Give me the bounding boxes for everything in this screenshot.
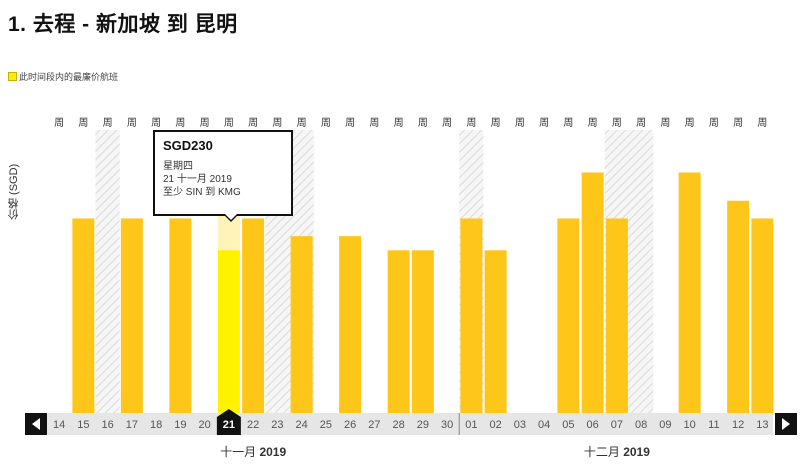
date-tick-label[interactable]: 29	[417, 419, 429, 431]
date-tick-label[interactable]: 09	[659, 419, 671, 431]
date-tick-label[interactable]: 22	[247, 419, 259, 431]
weekday-label: 周	[78, 117, 88, 129]
legend-swatch	[8, 72, 17, 81]
weekday-label: 周	[272, 117, 282, 129]
date-tick-label[interactable]: 23	[271, 419, 283, 431]
date-tick-label[interactable]: 11	[708, 419, 719, 431]
date-tick-label[interactable]: 13	[756, 419, 768, 431]
weekday-label: 周	[297, 117, 307, 129]
date-tick-label[interactable]: 04	[538, 419, 550, 431]
date-tick-label[interactable]: 10	[684, 419, 696, 431]
price-bar[interactable]	[72, 218, 95, 413]
weekday-label: 周	[685, 117, 695, 129]
date-tick-label[interactable]: 06	[587, 419, 599, 431]
date-tick-label[interactable]: 08	[635, 419, 647, 431]
weekday-label: 周	[248, 117, 258, 129]
date-tick-label[interactable]: 27	[368, 419, 380, 431]
month-label: 十一月 2019	[220, 445, 286, 459]
weekday-label: 周	[709, 117, 719, 129]
date-tick-label[interactable]: 16	[102, 419, 114, 431]
weekday-label: 周	[175, 117, 185, 129]
prev-week-button[interactable]	[25, 413, 47, 435]
weekday-label: 周	[660, 117, 670, 129]
weekday-label: 周	[200, 117, 210, 129]
weekday-label: 周	[369, 117, 379, 129]
weekday-label: 周	[127, 117, 137, 129]
price-bar[interactable]	[678, 172, 701, 413]
page-title: 1. 去程 - 新加坡 到 昆明	[8, 13, 238, 36]
month-label: 十二月 2019	[584, 445, 650, 459]
price-bar[interactable]	[411, 250, 434, 413]
weekday-label: 周	[321, 117, 331, 129]
weekend-shade	[95, 130, 120, 413]
weekend-shade	[629, 130, 654, 413]
weekday-label: 周	[515, 117, 525, 129]
date-tick-label[interactable]: 07	[611, 419, 623, 431]
price-bar[interactable]	[290, 236, 313, 413]
price-bar[interactable]	[605, 218, 628, 413]
price-bar[interactable]	[727, 200, 750, 413]
legend-label: 此时间段内的最廉价航班	[19, 72, 119, 82]
tooltip-route: 至少 SIN 到 KMG	[163, 187, 241, 198]
date-tick-label[interactable]: 26	[344, 419, 356, 431]
date-tick-label[interactable]: 21	[223, 419, 235, 431]
weekday-label: 周	[563, 117, 573, 129]
date-tick-label[interactable]: 24	[296, 419, 308, 431]
date-tick-label[interactable]: 14	[53, 419, 65, 431]
weekday-label: 周	[612, 117, 622, 129]
legend: 此时间段内的最廉价航班	[8, 70, 118, 83]
date-tick-label[interactable]: 28	[393, 419, 405, 431]
price-tooltip: SGD230 星期四 21 十一月 2019 至少 SIN 到 KMG	[153, 130, 293, 216]
weekday-label: 周	[757, 117, 767, 129]
weekday-label: 周	[539, 117, 549, 129]
date-tick-label[interactable]: 05	[562, 419, 574, 431]
price-bar[interactable]	[751, 218, 774, 413]
price-bar[interactable]	[242, 218, 265, 413]
next-week-button[interactable]	[775, 413, 797, 435]
price-bar[interactable]	[460, 218, 483, 413]
price-bar-selected[interactable]	[217, 250, 240, 413]
date-tick-label[interactable]: 01	[465, 419, 477, 431]
weekday-label: 周	[418, 117, 428, 129]
arrow-left-icon	[32, 418, 40, 430]
date-tick-label[interactable]: 19	[174, 419, 186, 431]
date-tick-label[interactable]: 03	[514, 419, 526, 431]
price-bar[interactable]	[484, 250, 507, 413]
price-bar[interactable]	[120, 218, 143, 413]
weekday-label: 周	[636, 117, 646, 129]
price-bar[interactable]	[387, 250, 410, 413]
tooltip-price: SGD230	[163, 138, 213, 153]
weekday-label: 周	[345, 117, 355, 129]
arrow-right-icon	[782, 418, 790, 430]
date-tick-label[interactable]: 02	[490, 419, 502, 431]
weekday-label: 周	[103, 117, 113, 129]
weekday-label: 周	[733, 117, 743, 129]
date-tick-label[interactable]: 17	[126, 419, 138, 431]
weekday-label: 周	[466, 117, 476, 129]
price-bar[interactable]	[169, 218, 192, 413]
tooltip-date: 21 十一月 2019	[163, 174, 232, 185]
price-bar[interactable]	[557, 218, 580, 413]
date-tick-label[interactable]: 12	[732, 419, 744, 431]
weekday-label: 周	[54, 117, 64, 129]
weekday-label: 周	[151, 117, 161, 129]
weekday-label: 周	[394, 117, 404, 129]
selected-date-marker	[216, 409, 241, 435]
date-tick-label[interactable]: 25	[320, 419, 332, 431]
date-tick-label[interactable]: 30	[441, 419, 453, 431]
weekday-label: 周	[491, 117, 501, 129]
date-tick-label[interactable]: 15	[77, 419, 89, 431]
weekday-label: 周	[224, 117, 234, 129]
weekday-label: 周	[442, 117, 452, 129]
weekday-label: 周	[588, 117, 598, 129]
price-bar[interactable]	[581, 172, 604, 413]
tooltip-pointer-fill	[225, 214, 237, 220]
price-bar[interactable]	[339, 236, 362, 413]
tooltip-weekday: 星期四	[163, 161, 193, 172]
date-tick-label[interactable]: 20	[199, 419, 211, 431]
date-tick-label[interactable]: 18	[150, 419, 162, 431]
